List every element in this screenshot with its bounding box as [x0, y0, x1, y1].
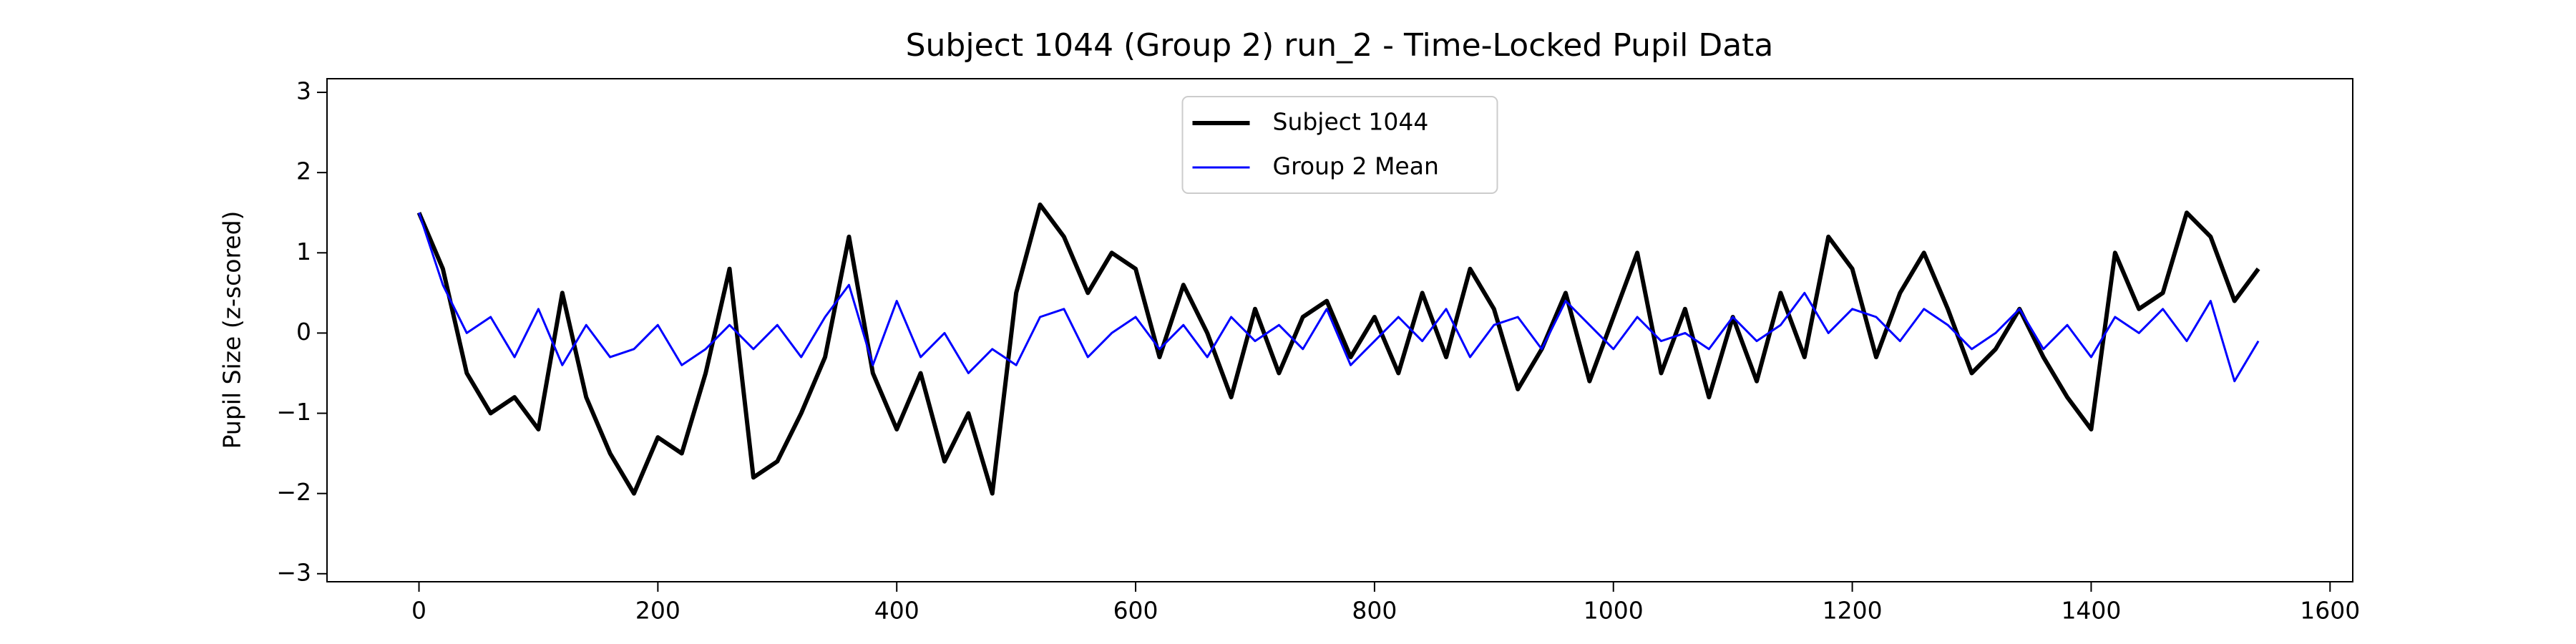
y-tick-label: 3	[296, 77, 311, 105]
series-line	[418, 212, 2260, 383]
x-tick-label: 1000	[1584, 597, 1644, 625]
y-tick-label: 2	[296, 157, 311, 185]
x-tick-label: 200	[635, 597, 680, 625]
y-axis-label: Pupil Size (z-scored)	[218, 211, 246, 449]
x-tick-label: 600	[1113, 597, 1158, 625]
y-tick-label: −1	[276, 398, 311, 426]
x-tick-label: 1600	[2300, 597, 2360, 625]
x-tick-label: 1400	[2061, 597, 2121, 625]
x-tick-label: 0	[411, 597, 426, 625]
y-tick-label: −2	[276, 478, 311, 506]
x-tick-label: 1200	[1823, 597, 1883, 625]
x-tick-label: 800	[1352, 597, 1397, 625]
x-axis-label: Time (TR)	[1282, 640, 1397, 644]
x-tick-label: 400	[874, 597, 919, 625]
legend-label: Group 2 Mean	[1273, 152, 1439, 180]
plot-frame	[326, 78, 2353, 582]
chart-title: Subject 1044 (Group 2) run_2 - Time-Lock…	[906, 27, 1774, 64]
series-line	[416, 203, 2260, 496]
legend-label: Subject 1044	[1273, 108, 1429, 136]
y-tick-label: 0	[296, 318, 311, 346]
y-tick-label: 1	[296, 238, 311, 265]
legend-box	[1181, 96, 1498, 194]
y-tick-label: −3	[276, 558, 311, 586]
